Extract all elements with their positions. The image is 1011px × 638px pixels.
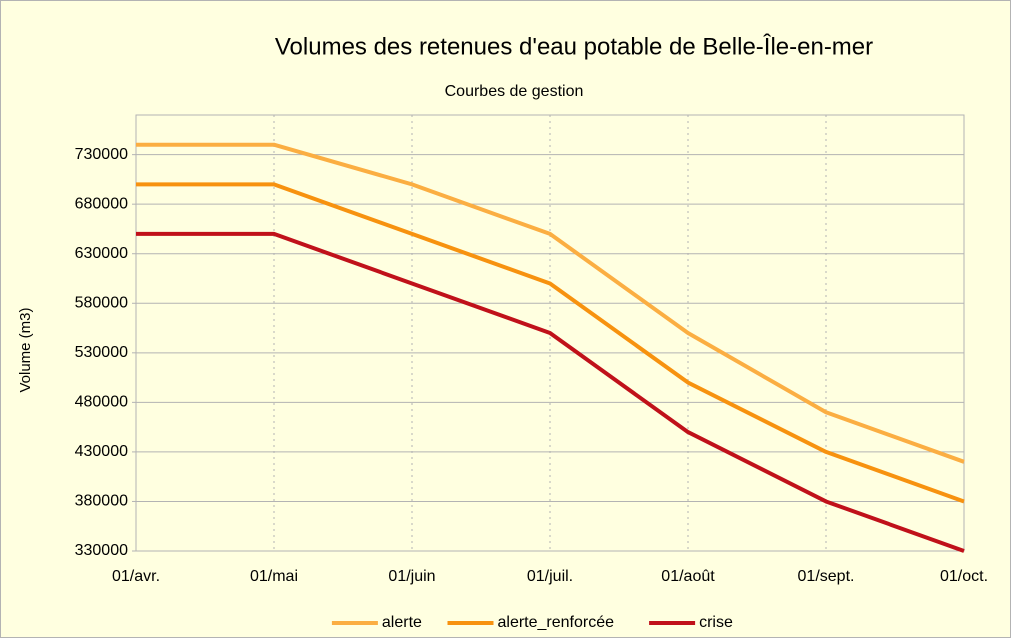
y-axis-label: Volume (m3) (17, 307, 34, 392)
legend-label: alerte (382, 614, 422, 631)
series-line (136, 182, 965, 504)
chart-subtitle: Courbes de gestion (445, 83, 584, 100)
x-tick-label: 01/juil. (527, 568, 573, 585)
y-tick-label: 680000 (75, 195, 128, 212)
x-tick-label: 01/juin (388, 568, 435, 585)
y-tick-label: 730000 (75, 146, 128, 163)
legend-label: crise (699, 614, 733, 631)
series-line (136, 231, 965, 553)
x-tick-label: 01/sept. (798, 568, 855, 585)
x-tick-label: 01/mai (250, 568, 298, 585)
y-tick-label: 330000 (75, 542, 128, 559)
y-tick-label: 580000 (75, 294, 128, 311)
series-line (136, 142, 965, 464)
chart-title: Volumes des retenues d'eau potable de Be… (275, 33, 873, 60)
y-tick-label: 480000 (75, 394, 128, 411)
x-tick-label: 01/avr. (112, 568, 160, 585)
y-tick-label: 530000 (75, 344, 128, 361)
y-tick-label: 430000 (75, 443, 128, 460)
legend-label: alerte_renforcée (498, 614, 615, 631)
x-tick-label: 01/août (661, 568, 715, 585)
y-tick-label: 630000 (75, 245, 128, 262)
y-tick-label: 380000 (75, 493, 128, 510)
x-tick-label: 01/oct. (940, 568, 988, 585)
